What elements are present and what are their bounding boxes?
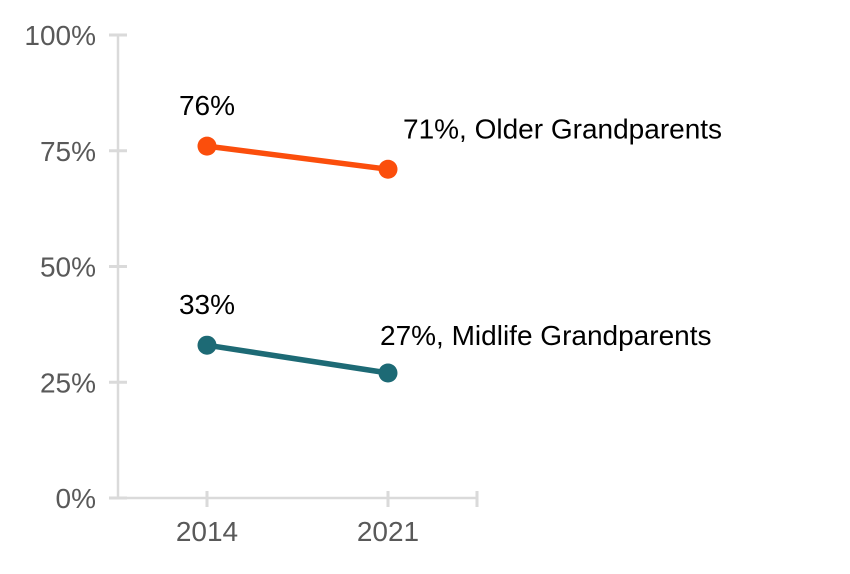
- point-label-midlife-grandparents: 33%: [179, 289, 235, 320]
- y-tick-label-50: 50%: [40, 252, 96, 283]
- series-line-older-grandparents: [204, 143, 391, 173]
- series-end-label-older-grandparents: 71%, Older Grandparents: [403, 113, 722, 144]
- x-tick-label-2021: 2021: [357, 516, 419, 547]
- series-line-midlife-grandparents: [204, 342, 391, 376]
- y-tick-label-0: 0%: [56, 483, 96, 514]
- y-tick-label-25: 25%: [40, 367, 96, 398]
- data-point-older-grandparents-2014: [197, 136, 217, 156]
- y-tick-label-100: 100%: [24, 20, 96, 51]
- data-point-midlife-grandparents-2021: [378, 363, 398, 383]
- data-point-midlife-grandparents-2014: [197, 335, 217, 355]
- y-tick-label-75: 75%: [40, 136, 96, 167]
- point-label-older-grandparents: 76%: [179, 90, 235, 121]
- x-tick-label-2014: 2014: [176, 516, 238, 547]
- series-end-label-midlife-grandparents: 27%, Midlife Grandparents: [380, 320, 712, 351]
- data-point-older-grandparents-2021: [378, 159, 398, 179]
